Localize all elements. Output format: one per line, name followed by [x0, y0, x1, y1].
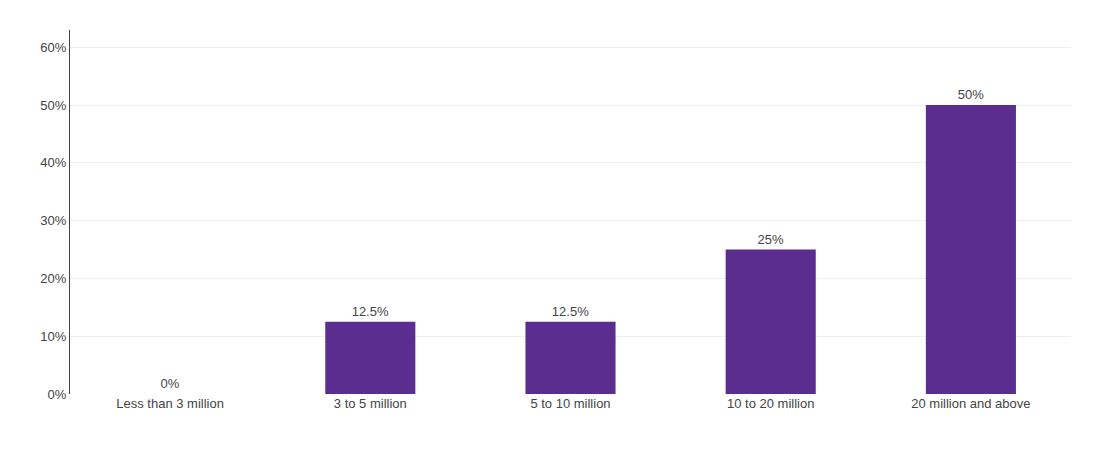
svg-text:10 to 20 million: 10 to 20 million [727, 396, 814, 411]
svg-text:50%: 50% [958, 87, 984, 102]
svg-text:0%: 0% [48, 387, 67, 402]
svg-text:10%: 10% [40, 329, 66, 344]
svg-text:20%: 20% [40, 271, 66, 286]
svg-text:3 to 5 million: 3 to 5 million [334, 396, 407, 411]
svg-text:Less than 3 million: Less than 3 million [116, 396, 224, 411]
svg-text:0%: 0% [160, 376, 179, 391]
svg-text:12.5%: 12.5% [352, 304, 389, 319]
svg-text:12.5%: 12.5% [552, 304, 589, 319]
svg-text:60%: 60% [40, 40, 66, 55]
svg-text:50%: 50% [40, 98, 66, 113]
svg-text:30%: 30% [40, 213, 66, 228]
svg-text:40%: 40% [40, 155, 66, 170]
svg-text:25%: 25% [757, 232, 783, 247]
svg-text:20 million and above: 20 million and above [911, 396, 1030, 411]
svg-text:5 to 10 million: 5 to 10 million [530, 396, 610, 411]
